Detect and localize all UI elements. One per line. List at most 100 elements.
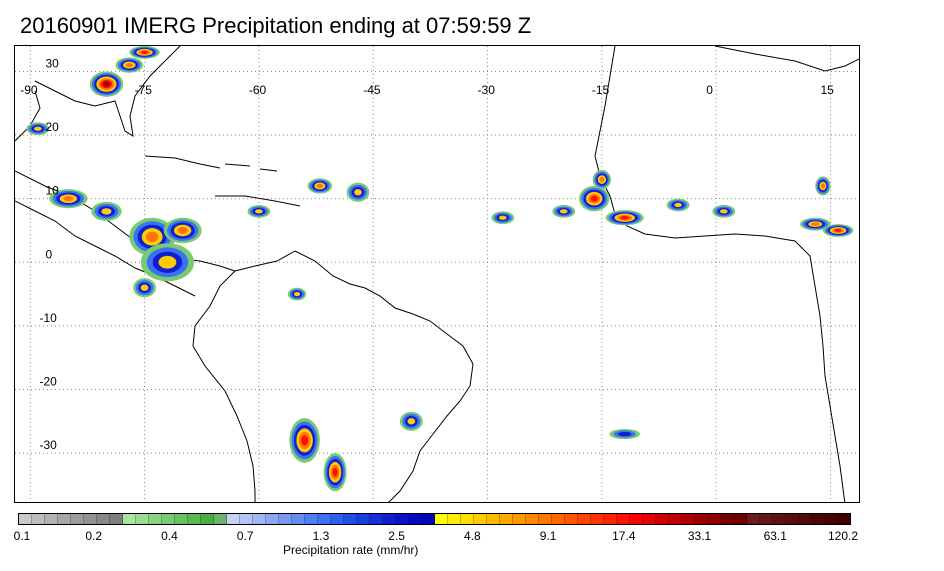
- lon-label-0: -90: [20, 83, 38, 97]
- lat-label-3: 0: [45, 247, 52, 261]
- precip-cell-12: [346, 182, 370, 202]
- colorbar-cell: [656, 514, 669, 524]
- colorbar-cell: [799, 514, 812, 524]
- lon-label-2: -60: [249, 83, 267, 97]
- precip-cell-17: [592, 170, 612, 190]
- colorbar-cell: [708, 514, 721, 524]
- precip-ring: [354, 189, 362, 196]
- lat-label-5: -20: [39, 375, 57, 389]
- lat-label-0: 30: [45, 56, 59, 70]
- colorbar-tick-label: 63.1: [763, 529, 787, 543]
- colorbar-cell: [604, 514, 617, 524]
- colorbar-cell: [253, 514, 266, 524]
- colorbar-cell: [435, 514, 448, 524]
- colorbar-tick-label: 120.2: [827, 529, 859, 543]
- colorbar-cell: [331, 514, 344, 524]
- colorbar-cell: [162, 514, 175, 524]
- colorbar-cell: [630, 514, 643, 524]
- precip-ring: [332, 467, 338, 477]
- colorbar-cell: [175, 514, 188, 524]
- colorbar-tick-label: 17.4: [612, 529, 636, 543]
- colorbar-cell: [188, 514, 201, 524]
- coastlines: [15, 46, 859, 502]
- colorbar-tick-label: 1.3: [312, 529, 330, 543]
- colorbar-tick-label: 33.1: [687, 529, 712, 543]
- precip-cell-25: [323, 453, 347, 492]
- colorbar-cell: [409, 514, 422, 524]
- precipitation-map: -90 -75 -60 -45 -30 -15 0 15 30 20 10 0 -10 -20 -30: [14, 45, 860, 503]
- colorbar-cell: [448, 514, 461, 524]
- colorbar-cell: [149, 514, 162, 524]
- precip-cell-21: [800, 217, 831, 231]
- colorbar-cell: [643, 514, 656, 524]
- precip-cell-23: [815, 176, 831, 196]
- colorbar-cell: [487, 514, 500, 524]
- precip-ring: [618, 431, 632, 437]
- colorbar-cell: [578, 514, 591, 524]
- gridlines: [15, 46, 859, 502]
- colorbar-cell: [123, 514, 136, 524]
- colorbar-cell: [240, 514, 253, 524]
- colorbar: [18, 513, 851, 525]
- precip-ring: [101, 208, 112, 215]
- colorbar-cell: [825, 514, 838, 524]
- colorbar-cell: [682, 514, 695, 524]
- colorbar-cell: [266, 514, 279, 524]
- precip-ring: [599, 176, 605, 183]
- precip-ring: [140, 284, 149, 291]
- lon-label-5: -15: [592, 83, 610, 97]
- precip-cell-11: [307, 178, 333, 194]
- coastline-caribbean: [144, 155, 301, 207]
- precip-cell-19: [666, 198, 690, 212]
- precip-ring: [820, 183, 825, 189]
- colorbar-cell: [58, 514, 71, 524]
- colorbar-cell: [786, 514, 799, 524]
- precip-ring: [498, 215, 507, 220]
- precip-cell-16: [579, 185, 610, 212]
- precip-cell-13: [287, 287, 307, 301]
- colorbar-cell: [305, 514, 318, 524]
- precip-cell-15: [552, 205, 576, 218]
- colorbar-cell: [500, 514, 513, 524]
- colorbar-cell: [19, 514, 32, 524]
- precip-ring: [407, 418, 416, 425]
- colorbar-cell: [214, 514, 227, 524]
- colorbar-label: Precipitation rate (mm/hr): [283, 543, 419, 557]
- colorbar-tick-label: 0.7: [236, 529, 254, 543]
- precip-ring: [34, 126, 42, 131]
- colorbar-cell: [747, 514, 760, 524]
- colorbar-cell: [383, 514, 396, 524]
- colorbar-cell: [136, 514, 149, 524]
- colorbar-tick-label: 0.2: [85, 529, 103, 543]
- colorbar-cell: [838, 514, 850, 524]
- colorbar-cell: [370, 514, 383, 524]
- colorbar-cell: [539, 514, 552, 524]
- colorbar-cell: [721, 514, 734, 524]
- precip-ring: [811, 222, 820, 226]
- precip-ring: [590, 195, 598, 202]
- precip-cell-20: [712, 205, 736, 218]
- colorbar-cell: [110, 514, 123, 524]
- colorbar-cell: [32, 514, 45, 524]
- coastline-africa: [594, 46, 859, 502]
- precip-ring: [158, 255, 177, 269]
- precip-cell-3: [26, 122, 50, 136]
- precip-cell-9: [133, 278, 156, 298]
- colorbar-cell: [396, 514, 409, 524]
- precip-ring: [63, 196, 74, 202]
- colorbar-cell: [552, 514, 565, 524]
- colorbar-cell: [45, 514, 58, 524]
- precip-ring: [145, 231, 159, 243]
- colorbar-cell: [84, 514, 97, 524]
- colorbar-cell: [71, 514, 84, 524]
- lon-label-4: -30: [478, 83, 496, 97]
- precip-ring: [301, 435, 309, 446]
- colorbar-cell: [422, 514, 435, 524]
- precip-ring: [720, 209, 728, 214]
- precip-cell-2: [129, 46, 160, 59]
- precip-ring: [316, 183, 324, 189]
- colorbar-cell: [617, 514, 630, 524]
- colorbar-cell: [201, 514, 214, 524]
- precipitation-cells: [26, 46, 854, 492]
- precip-cell-26: [399, 411, 423, 431]
